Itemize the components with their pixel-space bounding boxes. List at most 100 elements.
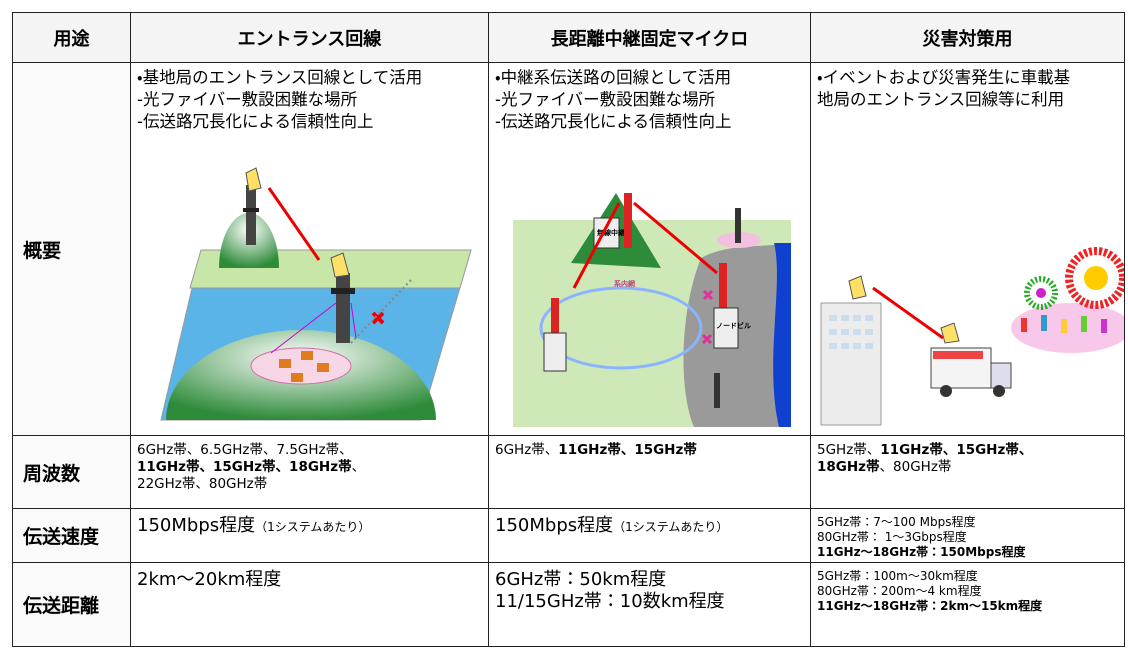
- text-run: 18GHz帯: [817, 459, 880, 475]
- network-label: 系内網: [614, 279, 635, 288]
- header-cell: 災害対策用: [810, 12, 1125, 63]
- header-cell: 長距離中継固定マイクロ: [488, 12, 811, 63]
- cell: 5GHz帯、11GHz帯、15GHz帯、 18GHz帯、80GHz帯: [810, 435, 1125, 509]
- header-cell: エントランス回線: [130, 12, 489, 63]
- text-run: 80GHz帯：200m～4 km程度: [817, 584, 982, 598]
- cell-text: ・基地局のエントランス回線として活用 -光ファイバー敷設困難な場所 -伝送路冗長化に…: [137, 64, 482, 134]
- node-label: ノードビル: [716, 321, 751, 330]
- text-line: 6GHz帯、11GHz帯、15GHz帯: [495, 442, 804, 459]
- cell-text: 5GHz帯：100m～30km程度 80GHz帯：200m～4 km程度 11GHz…: [817, 564, 1118, 615]
- text-run: ・中継系伝送路の回線として活用: [495, 68, 732, 87]
- text-run: 150Mbps程度: [137, 515, 256, 536]
- text-run: 、: [351, 459, 366, 475]
- text-line: -光ファイバー敷設困難な場所: [495, 89, 804, 111]
- cell-text: 150Mbps程度（1システムあたり）: [137, 510, 482, 539]
- text-line: 5GHz帯：100m～30km程度: [817, 569, 1118, 584]
- text-line: 150Mbps程度（1システムあたり）: [137, 515, 482, 538]
- cell: 2km～20km程度: [130, 562, 489, 647]
- row: 概要 ・基地局のエントランス回線として活用 -光ファイバー敷設困難な場所 -伝送路冗…: [12, 62, 1125, 436]
- cell-text: 5GHz帯：7～100 Mbps程度 80GHz帯： 1～3Gbps程度 11GHz…: [817, 510, 1118, 561]
- cell-text: 6GHz帯、11GHz帯、15GHz帯: [495, 437, 804, 460]
- text-run: 11GHz帯、15GHz帯、: [880, 442, 1033, 458]
- cell-text: ・イベントおよび災害発生に車載基 地局のエントランス回線等に利用: [817, 64, 1118, 112]
- text-run: 5GHz帯：100m～30km程度: [817, 569, 978, 583]
- text-line: ・イベントおよび災害発生に車載基: [817, 67, 1118, 89]
- row: 伝送距離 2km～20km程度 6GHz帯：50km程度 11/15GHz帯：10…: [12, 562, 1125, 647]
- text-run: 5GHz帯、: [817, 442, 881, 458]
- cell: 150Mbps程度（1システムあたり）: [130, 508, 489, 563]
- cell-text: 150Mbps程度（1システムあたり）: [495, 510, 804, 539]
- text-run: 11/15GHz帯：10数km程度: [495, 591, 725, 612]
- text-run: 11GHz～18GHz帯：150Mbps程度: [817, 545, 1026, 559]
- table: 用途 エントランス回線 長距離中継固定マイクロ 災害対策用 概要 ・基地局のエン…: [12, 12, 1125, 647]
- row: 周波数 6GHz帯、6.5GHz帯、7.5GHz帯、 11GHz帯、15GHz帯、…: [12, 435, 1125, 509]
- text-run: 6GHz帯：50km程度: [495, 569, 667, 590]
- text-run: 6GHz帯、6.5GHz帯、7.5GHz帯、: [137, 442, 353, 458]
- text-line: ・基地局のエントランス回線として活用: [137, 67, 482, 89]
- relay-label: 無線中継所: [597, 228, 632, 237]
- cell-text: 2km～20km程度: [137, 564, 482, 592]
- entrance-illustration: [160, 167, 472, 421]
- cell: ・イベントおよび災害発生に車載基 地局のエントランス回線等に利用: [810, 62, 1125, 436]
- text-run: 11GHz帯、15GHz帯、18GHz帯: [137, 459, 352, 475]
- text-run: 22GHz帯、80GHz帯: [137, 476, 268, 492]
- cell: 6GHz帯、11GHz帯、15GHz帯: [488, 435, 811, 509]
- text-line: 22GHz帯、80GHz帯: [137, 476, 482, 493]
- text-run: （1システムあたり）: [613, 520, 729, 534]
- text-run: ・基地局のエントランス回線として活用: [137, 68, 423, 87]
- cell-text: 6GHz帯：50km程度 11/15GHz帯：10数km程度: [495, 564, 804, 614]
- text-run: 80GHz帯： 1～3Gbps程度: [817, 530, 967, 544]
- relay-illustration: 無線中継所 系内網 ノードビル: [513, 193, 791, 427]
- text-line: -光ファイバー敷設困難な場所: [137, 89, 482, 111]
- text-line: -伝送路冗長化による信頼性向上: [495, 111, 804, 133]
- cell: ・中継系伝送路の回線として活用 -光ファイバー敷設困難な場所 -伝送路冗長化による信…: [488, 62, 811, 436]
- text-line: 5GHz帯、11GHz帯、15GHz帯、: [817, 442, 1118, 459]
- text-run: （1システムあたり）: [255, 520, 371, 534]
- text-line: 80GHz帯：200m～4 km程度: [817, 584, 1118, 599]
- cell: 150Mbps程度（1システムあたり）: [488, 508, 811, 563]
- cell: 6GHz帯、6.5GHz帯、7.5GHz帯、 11GHz帯、15GHz帯、18GH…: [130, 435, 489, 509]
- text-run: 、80GHz帯: [879, 459, 952, 475]
- text-line: 11GHz～18GHz帯：2km～15km程度: [817, 599, 1118, 614]
- cell-text: 6GHz帯、6.5GHz帯、7.5GHz帯、 11GHz帯、15GHz帯、18GH…: [137, 437, 482, 494]
- row-label: 周波数: [12, 435, 131, 509]
- text-line: 2km～20km程度: [137, 569, 482, 591]
- text-run: 地局のエントランス回線等に利用: [817, 90, 1065, 109]
- text-run: 150Mbps程度: [495, 515, 614, 536]
- text-line: 6GHz帯、6.5GHz帯、7.5GHz帯、: [137, 442, 482, 459]
- text-line: 11GHz帯、15GHz帯、18GHz帯、: [137, 459, 482, 476]
- text-line: 11GHz～18GHz帯：150Mbps程度: [817, 545, 1118, 560]
- text-line: 150Mbps程度（1システムあたり）: [495, 515, 804, 538]
- text-run: -伝送路冗長化による信頼性向上: [495, 112, 732, 131]
- row: 伝送速度 150Mbps程度（1システムあたり） 150Mbps程度（1システム…: [12, 508, 1125, 563]
- text-line: 80GHz帯： 1～3Gbps程度: [817, 530, 1118, 545]
- cell: 5GHz帯：100m～30km程度 80GHz帯：200m～4 km程度 11GHz…: [810, 562, 1125, 647]
- text-line: 11/15GHz帯：10数km程度: [495, 591, 804, 613]
- text-run: -光ファイバー敷設困難な場所: [495, 90, 716, 109]
- text-run: -光ファイバー敷設困難な場所: [137, 90, 358, 109]
- cell: 6GHz帯：50km程度 11/15GHz帯：10数km程度: [488, 562, 811, 647]
- text-line: 18GHz帯、80GHz帯: [817, 459, 1118, 476]
- header-row: 用途 エントランス回線 長距離中継固定マイクロ 災害対策用: [12, 12, 1125, 63]
- disaster-illustration: [820, 247, 1124, 426]
- text-line: -伝送路冗長化による信頼性向上: [137, 111, 482, 133]
- text-line: 地局のエントランス回線等に利用: [817, 89, 1118, 111]
- cell-text: ・中継系伝送路の回線として活用 -光ファイバー敷設困難な場所 -伝送路冗長化による信…: [495, 64, 804, 134]
- text-run: -伝送路冗長化による信頼性向上: [137, 112, 374, 131]
- header-cell: 用途: [12, 12, 131, 63]
- text-line: ・中継系伝送路の回線として活用: [495, 67, 804, 89]
- text-line: 5GHz帯：7～100 Mbps程度: [817, 515, 1118, 530]
- cell: ・基地局のエントランス回線として活用 -光ファイバー敷設困難な場所 -伝送路冗長化に…: [130, 62, 489, 436]
- text-run: 6GHz帯、: [495, 442, 559, 458]
- cell-text: 5GHz帯、11GHz帯、15GHz帯、 18GHz帯、80GHz帯: [817, 437, 1118, 477]
- row-label: 概要: [12, 62, 131, 436]
- text-run: 11GHz帯、15GHz帯: [558, 442, 697, 458]
- row-label: 伝送距離: [12, 562, 131, 647]
- row-label: 伝送速度: [12, 508, 131, 563]
- text-line: 6GHz帯：50km程度: [495, 569, 804, 591]
- text-run: 2km～20km程度: [137, 569, 282, 590]
- text-run: 5GHz帯：7～100 Mbps程度: [817, 515, 976, 529]
- text-run: ・イベントおよび災害発生に車載基: [817, 68, 1071, 87]
- text-run: 11GHz～18GHz帯：2km～15km程度: [817, 599, 1043, 613]
